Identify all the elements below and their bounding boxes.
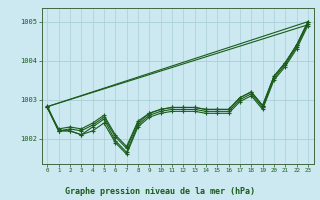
Text: Graphe pression niveau de la mer (hPa): Graphe pression niveau de la mer (hPa) bbox=[65, 187, 255, 196]
